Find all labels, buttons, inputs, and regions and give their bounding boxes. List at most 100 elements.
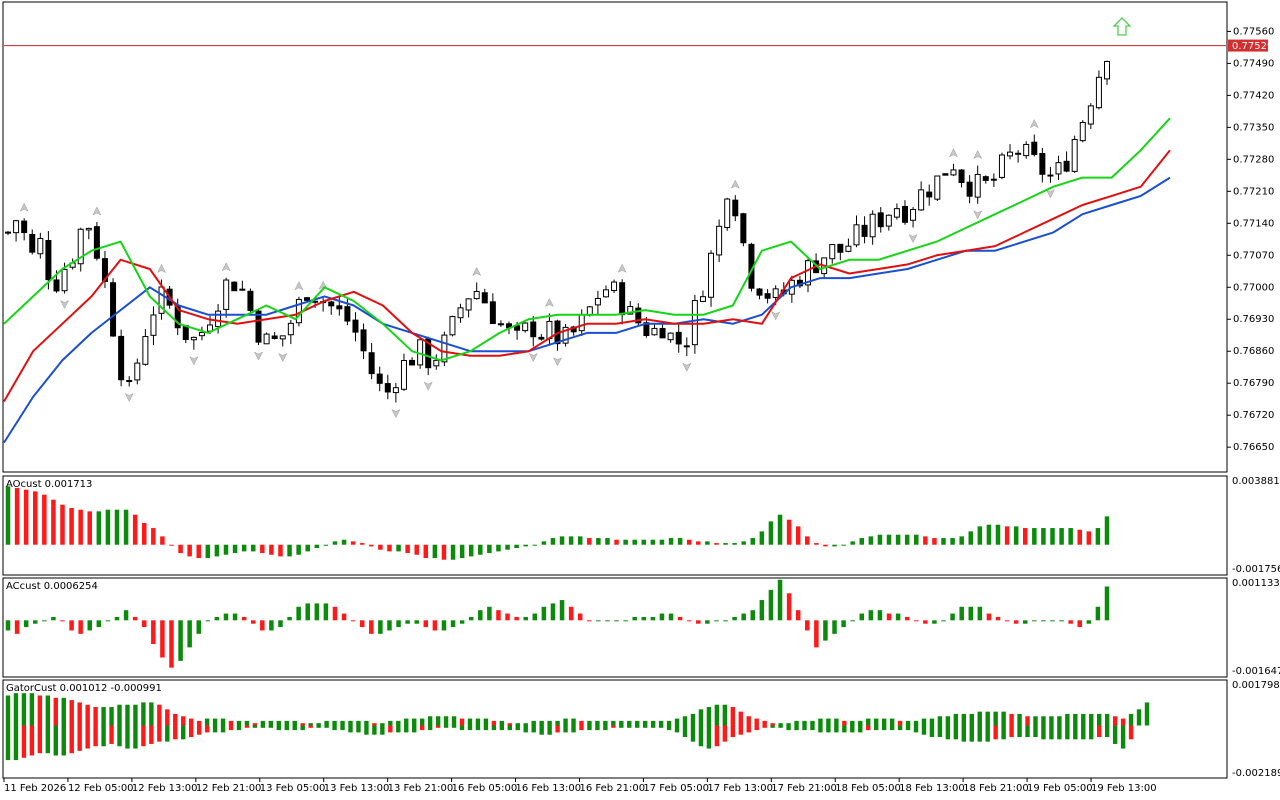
gator-lower-bar [324,725,329,728]
histogram-bar [60,504,65,545]
histogram-bar [732,616,737,621]
time-tick-label: 12 Feb 21:00 [196,783,262,794]
candle-body-bear [303,297,310,301]
gator-lower-bar [467,725,473,731]
gator-lower-bar [555,725,560,733]
histogram-bar [378,544,383,550]
histogram-bar [632,539,637,545]
histogram-bar [260,544,265,554]
gator-upper-bar [595,720,600,726]
price-tick-label: 0.77070 [1233,250,1274,261]
candle [239,280,246,291]
candle-body-bull [699,296,706,302]
fractal-down-icon [771,311,781,321]
gator-upper-bar [37,695,43,726]
gator-lower-bar [730,725,736,738]
candle-body-bull [473,290,480,300]
gator-upper-bar [555,720,560,726]
gator-lower-bar [786,725,791,731]
candle [1039,147,1046,183]
gator-upper-bar [220,718,226,726]
gator-upper-bar [674,718,680,726]
gator-upper-bar [905,720,911,726]
gator-upper-bar [29,693,35,726]
candle [279,335,286,347]
gator-upper-bar [1081,713,1086,726]
gator-lower-bar [459,725,465,731]
candle-body-bull [950,169,957,176]
candle-body-bull [1055,162,1062,175]
time-tick-label: 13 Feb 05:00 [260,783,326,794]
candle-body-bull [845,245,852,252]
candle-body-bear [764,293,771,299]
candle-body-bear [1039,152,1046,175]
time-tick-label: 12 Feb 05:00 [68,783,134,794]
candle-body-bull [465,298,472,311]
gator-lower-bar [969,725,974,742]
candle [150,306,157,346]
gator-lower-bar [674,725,680,733]
histogram-bar [714,620,719,622]
histogram-bar [478,544,483,555]
candle [708,250,715,307]
gator-upper-bar [380,723,385,726]
histogram-bar [941,538,946,545]
histogram-bar [877,534,883,545]
gator-lower-bar [443,725,449,728]
histogram-bar [559,600,565,621]
histogram-bar [205,544,211,559]
candle-body-bull [724,198,731,228]
gator-lower-bar [181,725,186,740]
gator-upper-bar [443,716,449,726]
candle [368,342,375,380]
gator-lower-bar [69,725,74,754]
gator-lower-bar [1128,725,1134,740]
histogram-bar [750,610,756,621]
gator-upper-bar [491,720,497,726]
histogram-bar [369,620,374,634]
candle-body-bull [215,310,222,328]
histogram-bar [196,544,201,559]
histogram-bar [850,620,855,622]
fractal-down-icon [908,233,918,244]
histogram-bar [759,600,765,621]
gator-upper-bar [141,702,146,726]
candle-body-bear [635,307,642,324]
fractal-up-icon [294,281,304,291]
candle [950,163,957,177]
histogram-bar [496,610,501,621]
candle [223,277,230,318]
alligator-teeth-line [3,149,1171,403]
ac-pane-frame [2,577,1228,678]
candle [805,258,812,293]
histogram-bar [1041,620,1046,622]
gator-upper-bar [308,723,313,726]
gator-upper-bar [953,713,959,726]
candle-body-bear [110,282,117,337]
gator-upper-bar [722,704,728,726]
gator-lower-bar [244,725,250,728]
candle-body-bear [538,336,545,340]
gator-lower-bar [571,725,576,733]
histogram-bar [459,620,465,624]
histogram-bar [214,544,220,557]
gator-upper-bar [858,720,863,726]
histogram-bar [323,603,329,621]
fractal-up-icon [730,179,740,189]
histogram-bar [777,514,783,545]
histogram-bar [659,613,665,621]
gator-lower-bar [396,725,401,733]
candle-body-bull [885,214,892,227]
fractal-down-icon [391,408,401,419]
histogram-bar [241,544,247,552]
candle [562,323,569,347]
candle [667,332,674,343]
gator-lower-bar [53,725,58,756]
candle [392,382,399,403]
time-tick-label: 13 Feb 21:00 [388,783,454,794]
candle-body-bull [1095,76,1102,109]
ao-histogram [5,486,1110,560]
gator-lower-bar [913,725,919,733]
